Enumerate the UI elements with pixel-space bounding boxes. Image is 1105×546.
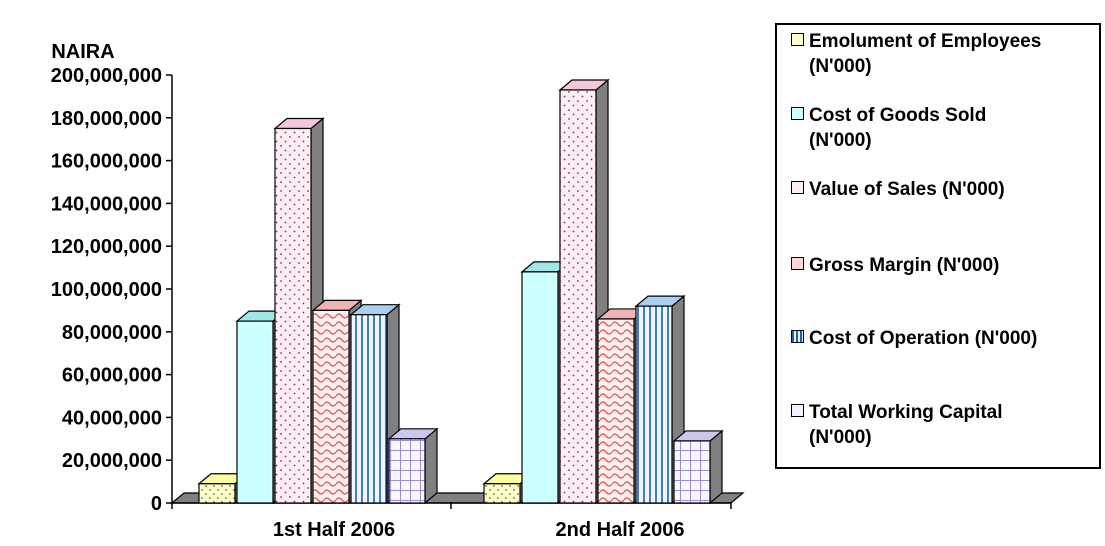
legend-swatch	[791, 404, 804, 417]
bar	[521, 271, 559, 504]
bar	[597, 318, 635, 504]
bar	[236, 320, 274, 504]
legend-label: Emolument of Employees (N'000)	[809, 29, 1099, 79]
y-tick-label: 160,000,000	[51, 151, 162, 173]
y-tick-label: 100,000,000	[51, 279, 162, 301]
legend-label: Cost of Operation (N'000)	[809, 326, 1099, 351]
y-tick-label: 120,000,000	[51, 236, 162, 258]
legend-label: Total Working Capital (N'000)	[809, 400, 1099, 450]
bar	[388, 438, 426, 504]
bar	[635, 305, 673, 504]
y-tick-label: 80,000,000	[62, 322, 162, 344]
legend-label-line: (N'000)	[809, 427, 872, 448]
bar	[274, 127, 312, 504]
bar	[483, 483, 521, 504]
x-tick-label: 1st Half 2006	[273, 519, 395, 541]
bar	[198, 483, 236, 504]
legend-label-line: Total Working Capital	[809, 402, 1003, 423]
legend-label-line: (N'000)	[809, 56, 872, 77]
bar-side	[424, 427, 438, 505]
legend-label: Gross Margin (N'000)	[809, 253, 1099, 278]
plot-area: 0 20,000,000 40,000,000 60,000,000 80,000,00…	[51, 65, 745, 541]
y-tick-label: 200,000,000	[51, 65, 162, 87]
legend-item-cost-of-operation: Cost of Operation (N'000)	[791, 326, 1099, 351]
bar-chart: 0 20,000,000 40,000,000 60,000,000 80,000,00…	[51, 41, 745, 541]
legend-label-line: Cost of Operation (N'000)	[809, 328, 1038, 349]
legend-swatch	[791, 107, 804, 120]
legend-label-line: (N'000)	[809, 130, 872, 151]
legend-swatch	[791, 330, 804, 343]
y-tick-label: 60,000,000	[62, 365, 162, 387]
legend-swatch	[791, 181, 804, 194]
legend-label-line: Cost of Goods Sold	[809, 105, 987, 126]
bar	[312, 309, 350, 504]
y-tick-label: 0	[151, 493, 162, 515]
legend-swatch	[791, 33, 804, 46]
legend-label: Value of Sales (N'000)	[809, 177, 1099, 202]
legend-item-cost-of-goods-sold: Cost of Goods Sold (N'000)	[791, 103, 1099, 153]
bar	[559, 89, 597, 504]
y-tick-label: 40,000,000	[62, 407, 162, 429]
legend-label-line: Emolument of Employees	[809, 31, 1042, 52]
legend-label: Cost of Goods Sold (N'000)	[809, 103, 1099, 153]
legend-label-line: Value of Sales (N'000)	[809, 179, 1005, 200]
legend-label-line: Gross Margin (N'000)	[809, 255, 1000, 276]
legend: Emolument of Employees (N'000) Cost of G…	[775, 23, 1101, 469]
bar-side	[709, 429, 723, 505]
legend-swatch	[791, 257, 804, 270]
bar	[350, 314, 388, 504]
legend-item-gross-margin: Gross Margin (N'000)	[791, 253, 1099, 278]
y-tick-label: 140,000,000	[51, 193, 162, 215]
y-tick-label: 180,000,000	[51, 108, 162, 130]
x-tick-label: 2nd Half 2006	[556, 519, 685, 541]
bar	[673, 440, 711, 504]
legend-item-emolument: Emolument of Employees (N'000)	[791, 29, 1099, 79]
y-tick-label: 20,000,000	[62, 450, 162, 472]
legend-item-total-working-capital: Total Working Capital (N'000)	[791, 400, 1099, 450]
y-axis-title: NAIRA	[51, 41, 114, 63]
legend-item-value-of-sales: Value of Sales (N'000)	[791, 177, 1099, 202]
